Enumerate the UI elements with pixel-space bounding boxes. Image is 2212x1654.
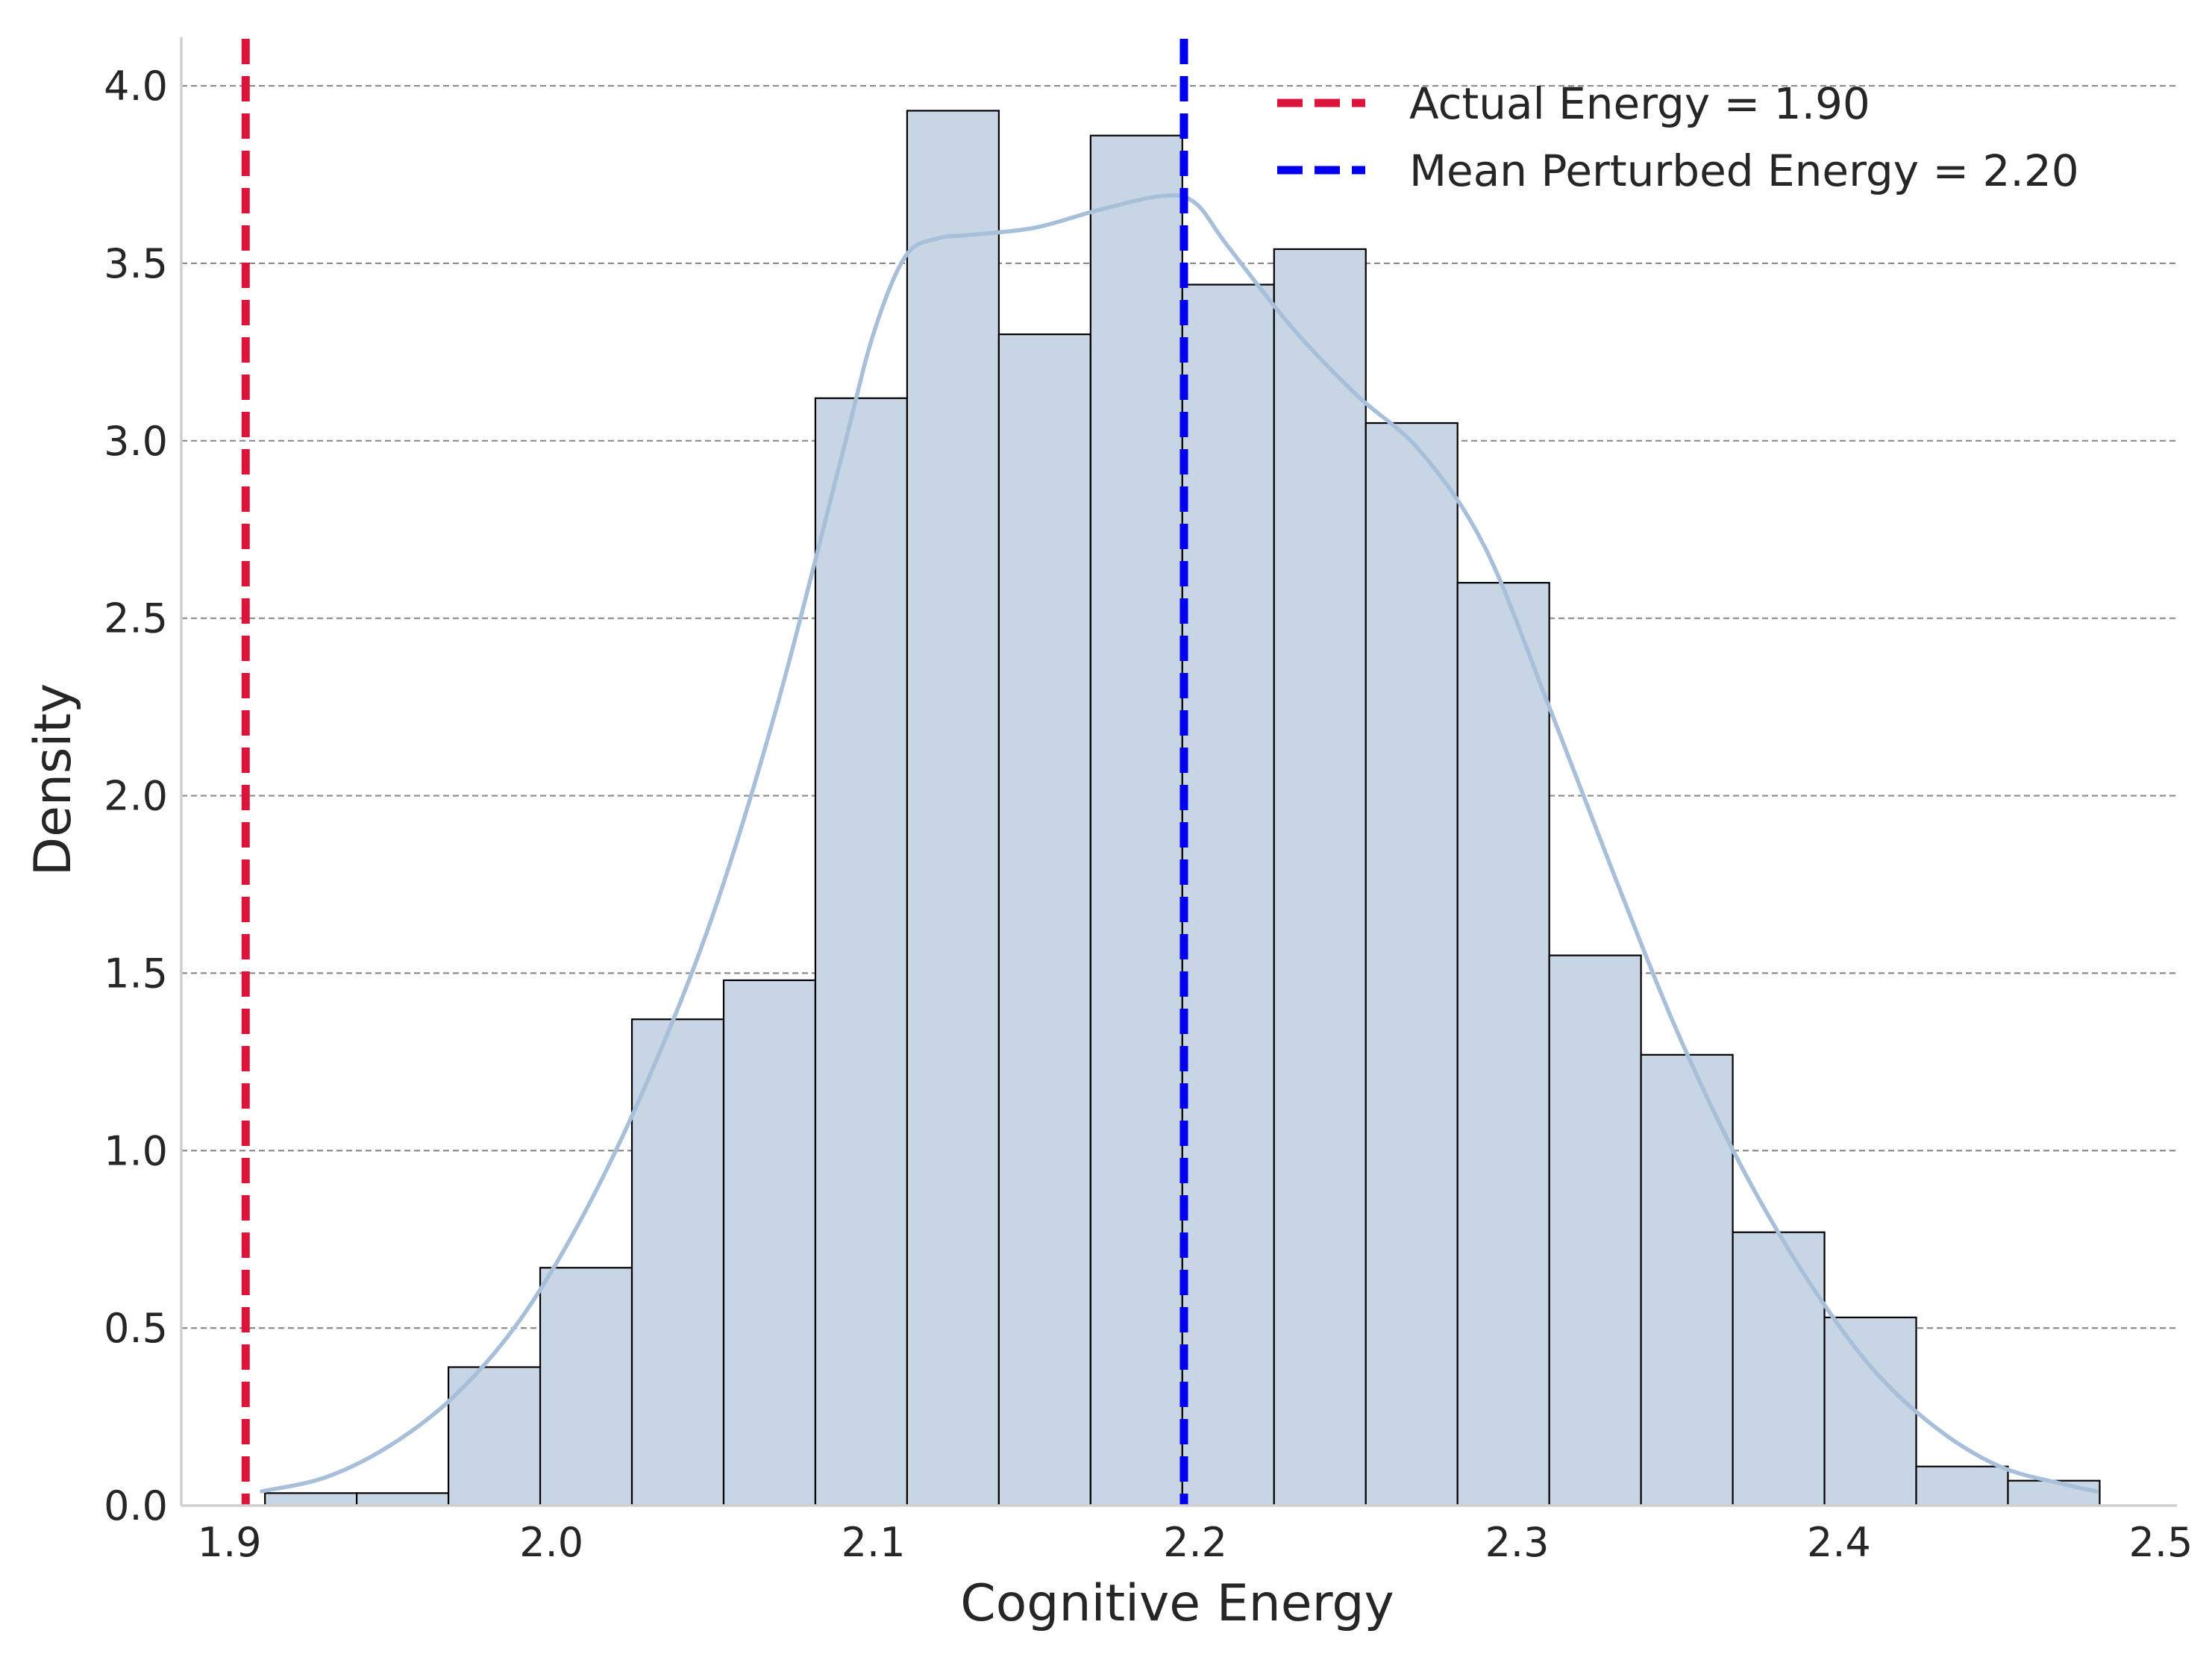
x-tick-label: 2.1 <box>842 1519 906 1566</box>
legend: Actual Energy = 1.90 Mean Perturbed Energ… <box>1277 78 2079 196</box>
y-tick-label: 3.0 <box>104 418 168 465</box>
histogram-bar <box>1823 1316 1917 1507</box>
legend-label: Mean Perturbed Energy = 2.20 <box>1409 145 2079 196</box>
histogram-bar <box>356 1492 450 1507</box>
histogram-bar <box>722 979 817 1507</box>
histogram-bar <box>630 1018 725 1507</box>
y-tick-label: 1.5 <box>104 950 168 997</box>
legend-label: Actual Energy = 1.90 <box>1409 78 1870 129</box>
y-tick-label: 2.5 <box>104 595 168 642</box>
histogram-bar <box>1548 954 1642 1507</box>
histogram-bar <box>1181 284 1275 1507</box>
histogram-bar <box>1732 1231 1826 1507</box>
x-tick-label: 2.5 <box>2128 1519 2193 1566</box>
x-tick-label: 2.4 <box>1807 1519 1871 1566</box>
y-tick-label: 3.5 <box>104 240 168 287</box>
x-tick-label: 1.9 <box>198 1519 262 1566</box>
kde-layer <box>260 193 2099 1494</box>
axes <box>180 37 2177 1507</box>
tick-labels: 1.9 2.0 2.1 2.2 2.3 2.4 2.5 0.0 0.5 1.0 1.5 2.0 2.5 3… <box>104 63 2193 1566</box>
histogram-bar <box>448 1366 542 1507</box>
histogram-bar <box>1915 1465 2009 1507</box>
histogram-bar <box>1456 582 1550 1507</box>
reference-lines <box>241 39 1188 1506</box>
histogram-bar <box>539 1267 633 1507</box>
kde-curve <box>260 193 2099 1494</box>
y-tick-label: 4.0 <box>104 63 168 110</box>
y-tick-label: 0.5 <box>104 1305 168 1352</box>
histogram-bars <box>264 110 2101 1507</box>
y-tick-label: 0.0 <box>104 1482 168 1529</box>
y-tick-label: 2.0 <box>104 773 168 820</box>
y-tick-label: 1.0 <box>104 1127 168 1174</box>
x-axis-label: Cognitive Energy <box>960 1574 1394 1633</box>
histogram-bar <box>814 397 909 1507</box>
histogram-bar <box>264 1492 358 1507</box>
histogram-bar <box>997 333 1091 1507</box>
histogram-bar <box>1089 134 1183 1507</box>
histogram-bar <box>1365 422 1459 1507</box>
histogram-bar <box>2007 1479 2101 1507</box>
x-tick-label: 2.2 <box>1163 1519 1227 1566</box>
histogram-bar <box>906 110 1000 1507</box>
y-axis-label: Density <box>24 683 83 877</box>
x-tick-label: 2.0 <box>519 1519 583 1566</box>
x-tick-label: 2.3 <box>1485 1519 1550 1566</box>
histogram-bar <box>1273 248 1367 1507</box>
